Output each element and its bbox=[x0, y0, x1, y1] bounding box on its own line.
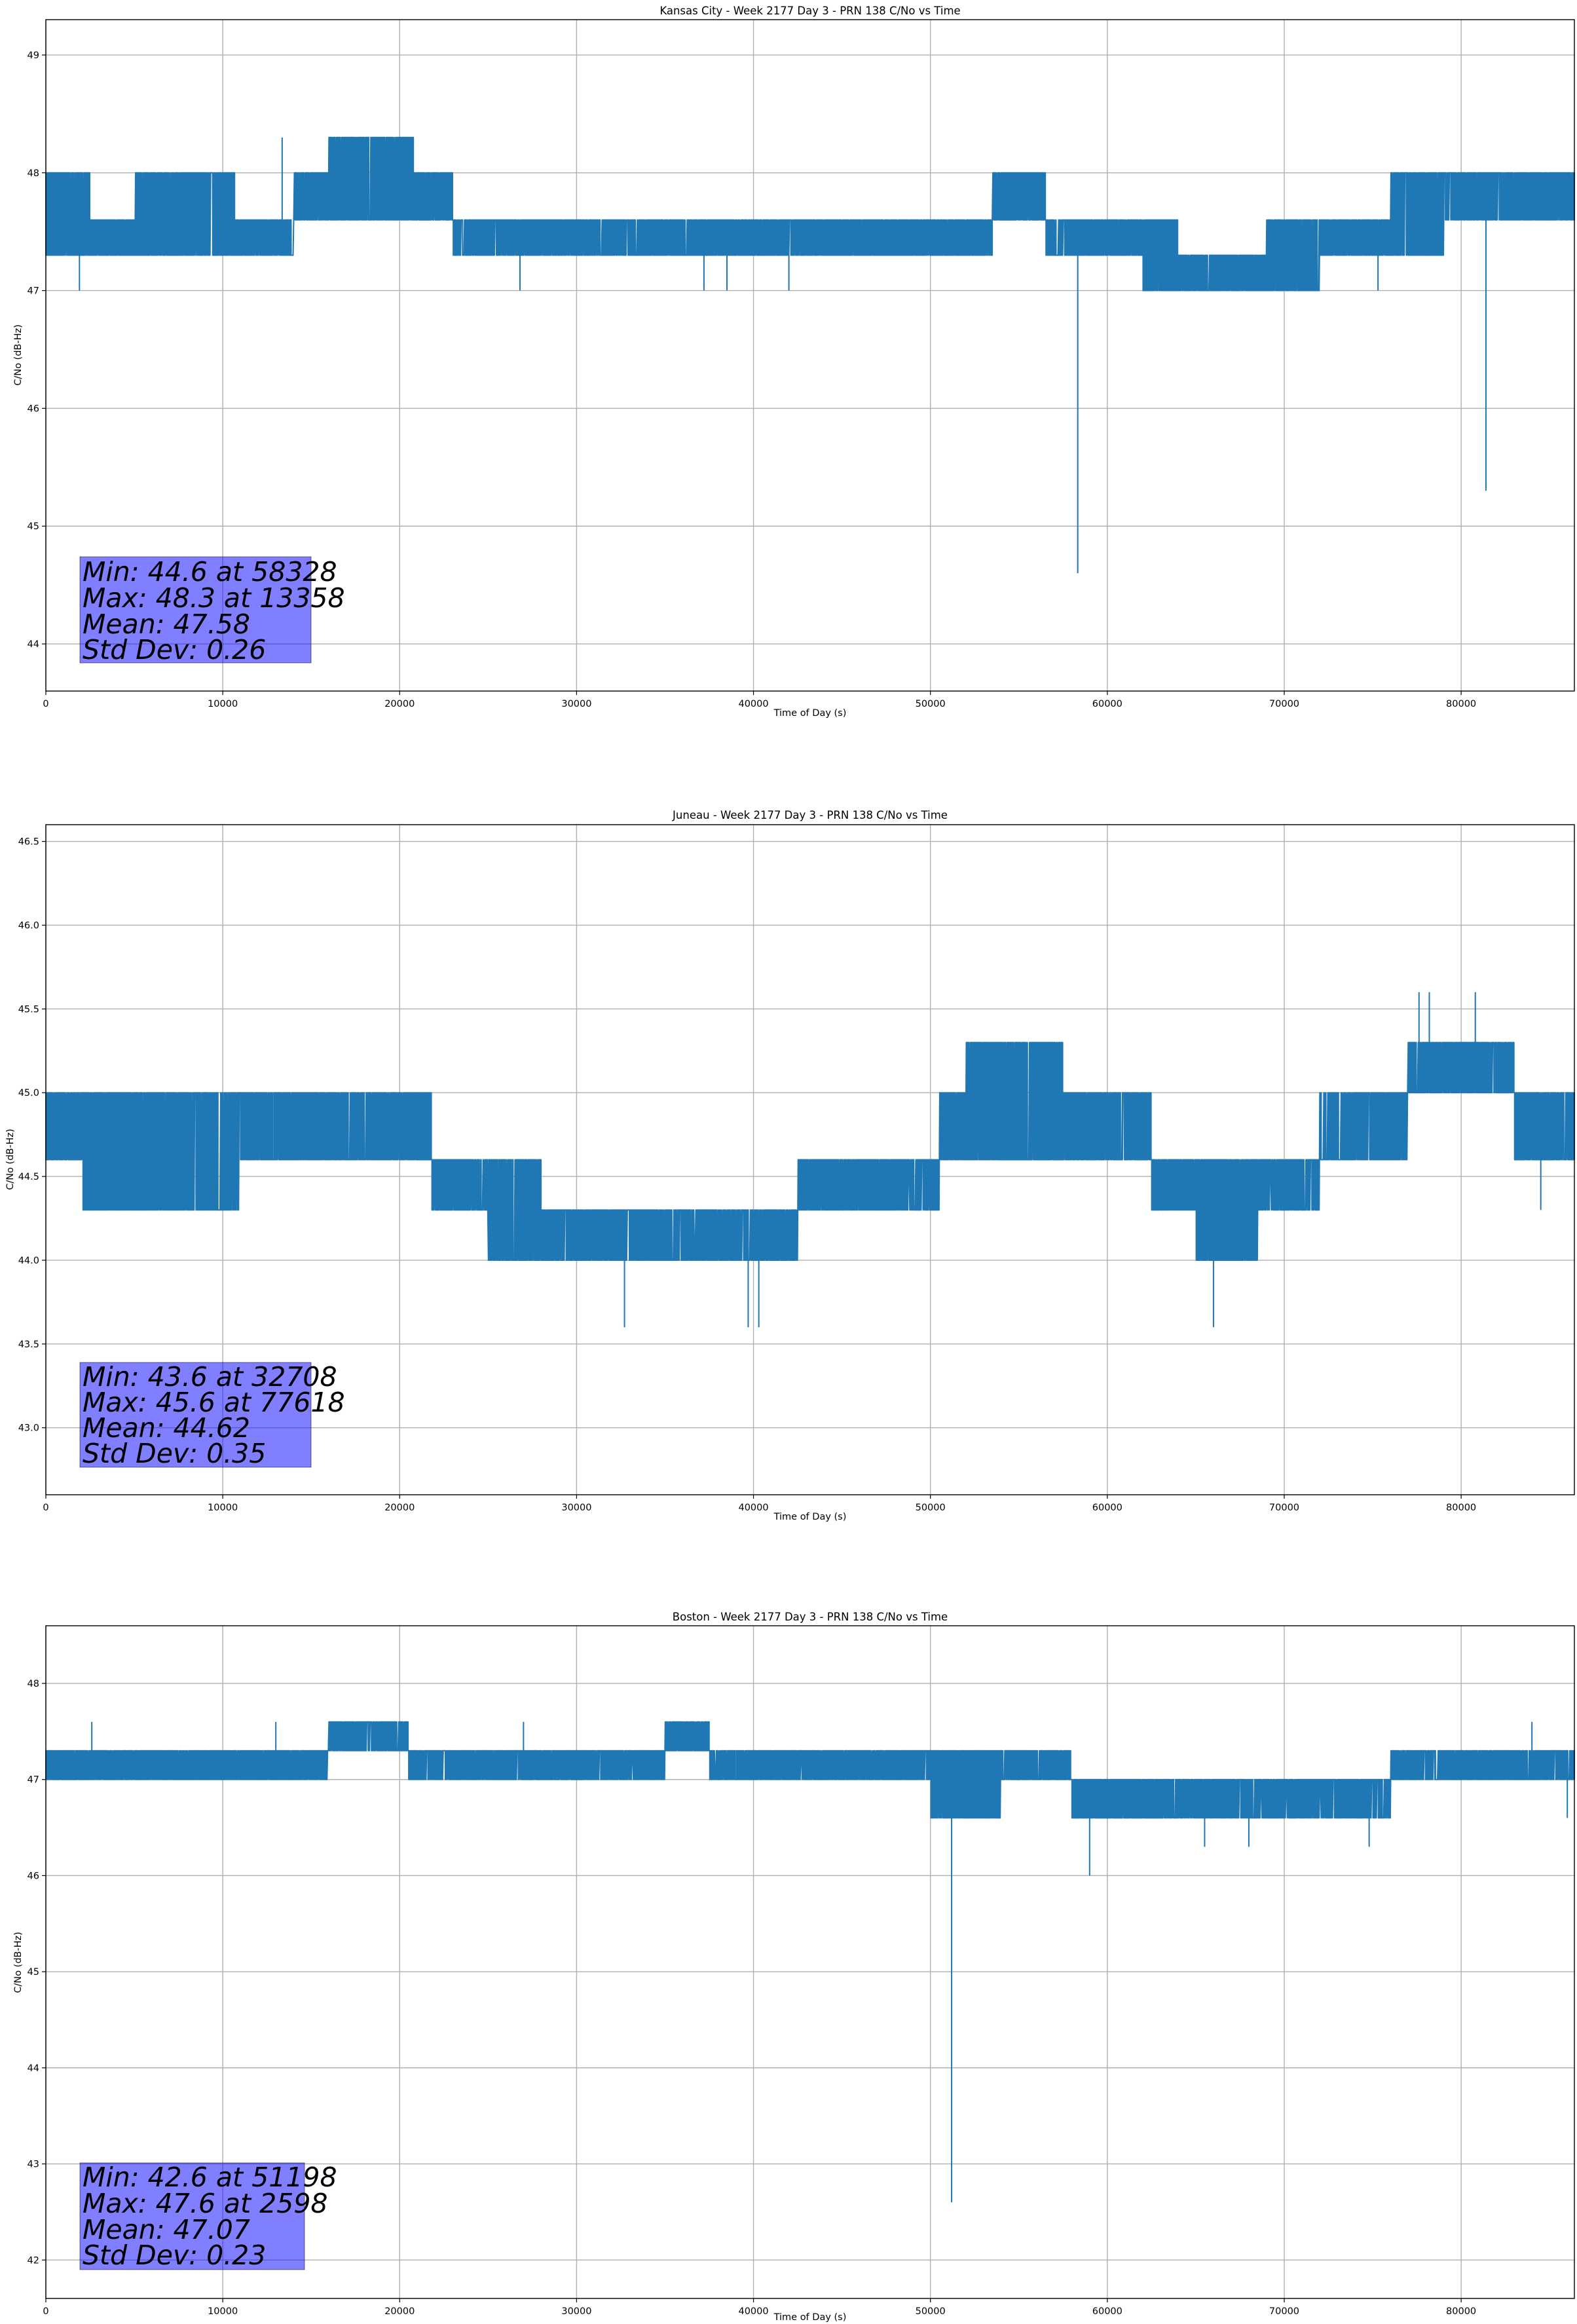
x-tick-label: 20000 bbox=[384, 699, 415, 709]
x-tick-label: 30000 bbox=[561, 1503, 591, 1513]
axes-frame bbox=[45, 19, 1575, 692]
y-tick-label: 46.0 bbox=[18, 920, 39, 931]
x-tick-label: 10000 bbox=[208, 699, 238, 709]
x-tick-label: 80000 bbox=[1446, 1503, 1476, 1513]
data-series bbox=[45, 992, 1575, 1328]
chart-title: Juneau - Week 2177 Day 3 - PRN 138 C/No … bbox=[672, 809, 948, 821]
x-tick-label: 10000 bbox=[208, 1503, 238, 1513]
y-tick-label: 47 bbox=[28, 1775, 39, 1786]
chart-kansas-city: Kansas City - Week 2177 Day 3 - PRN 138 … bbox=[13, 5, 1575, 719]
stats-max: Max: 45.6 at 77618 bbox=[83, 1387, 345, 1418]
stats-min: Min: 44.6 at 58328 bbox=[83, 556, 337, 588]
x-axis-label: Time of Day (s) bbox=[773, 2312, 847, 2323]
ticks: 0 10000 20000 30000 40000 50000 60000 70000 8000… bbox=[28, 50, 1477, 709]
y-tick-label: 44.0 bbox=[18, 1256, 39, 1266]
stats-max: Max: 48.3 at 13358 bbox=[83, 582, 345, 614]
y-tick-label: 48 bbox=[28, 1679, 39, 1689]
chart-title: Boston - Week 2177 Day 3 - PRN 138 C/No … bbox=[673, 1611, 948, 1623]
x-tick-label: 50000 bbox=[916, 699, 946, 709]
x-axis-label: Time of Day (s) bbox=[773, 1512, 847, 1522]
x-tick-label: 40000 bbox=[738, 2306, 768, 2317]
x-tick-label: 50000 bbox=[916, 2306, 946, 2317]
stats-box: Min: 43.6 at 32708 Max: 45.6 at 77618 Me… bbox=[79, 1361, 345, 1469]
stats-mean: Mean: 47.07 bbox=[83, 2214, 250, 2245]
stats-std-dev: Std Dev: 0.26 bbox=[83, 634, 266, 665]
y-axis-label: C/No (dB-Hz) bbox=[5, 1129, 16, 1190]
x-tick-label: 80000 bbox=[1446, 2306, 1476, 2317]
x-tick-label: 0 bbox=[43, 2306, 48, 2317]
x-tick-label: 80000 bbox=[1446, 699, 1476, 709]
stats-mean: Mean: 47.58 bbox=[83, 609, 250, 640]
x-tick-label: 40000 bbox=[738, 1503, 768, 1513]
x-tick-label: 50000 bbox=[916, 1503, 946, 1513]
chart-juneau: Juneau - Week 2177 Day 3 - PRN 138 C/No … bbox=[5, 809, 1575, 1522]
x-tick-label: 10000 bbox=[208, 2306, 238, 2317]
stats-box-background bbox=[79, 1362, 312, 1468]
y-tick-label: 49 bbox=[28, 50, 39, 61]
y-tick-label: 47 bbox=[28, 286, 39, 297]
stats-box: Min: 42.6 at 51198 Max: 47.6 at 2598 Mea… bbox=[79, 2162, 337, 2271]
data-series bbox=[45, 1721, 1575, 2203]
y-axis-label: C/No (dB-Hz) bbox=[13, 1932, 24, 1993]
x-tick-label: 0 bbox=[43, 1503, 48, 1513]
ticks: 0 10000 20000 30000 40000 50000 60000 70000 8000… bbox=[28, 1679, 1477, 2317]
x-tick-label: 60000 bbox=[1092, 699, 1122, 709]
stats-min: Min: 42.6 at 51198 bbox=[83, 2162, 337, 2193]
x-tick-label: 0 bbox=[43, 699, 48, 709]
y-tick-label: 43 bbox=[28, 2160, 39, 2170]
y-tick-label: 44.5 bbox=[18, 1172, 39, 1182]
y-tick-label: 48 bbox=[28, 168, 39, 179]
stats-mean: Mean: 44.62 bbox=[83, 1412, 250, 1444]
x-tick-label: 20000 bbox=[384, 1503, 415, 1513]
x-axis-label: Time of Day (s) bbox=[773, 708, 847, 719]
series-line bbox=[45, 1041, 1575, 1261]
stats-std-dev: Std Dev: 0.23 bbox=[83, 2240, 266, 2271]
x-tick-label: 70000 bbox=[1269, 2306, 1299, 2317]
y-tick-label: 44 bbox=[28, 639, 39, 650]
x-tick-label: 70000 bbox=[1269, 1503, 1299, 1513]
axes-frame bbox=[45, 824, 1575, 1495]
ticks: 0 10000 20000 30000 40000 50000 60000 70000 8000… bbox=[18, 837, 1476, 1513]
x-tick-label: 30000 bbox=[561, 699, 591, 709]
y-tick-label: 46 bbox=[28, 403, 39, 414]
y-tick-label: 46.5 bbox=[18, 837, 39, 848]
data-series bbox=[45, 136, 1575, 574]
chart-title: Kansas City - Week 2177 Day 3 - PRN 138 … bbox=[659, 5, 960, 17]
y-tick-label: 44 bbox=[28, 2063, 39, 2074]
x-tick-label: 60000 bbox=[1092, 1503, 1122, 1513]
y-tick-label: 43.0 bbox=[18, 1423, 39, 1434]
y-tick-label: 45 bbox=[28, 1967, 39, 1977]
series-line bbox=[45, 1721, 1575, 1819]
stats-max: Max: 47.6 at 2598 bbox=[83, 2188, 328, 2219]
y-axis-label: C/No (dB-Hz) bbox=[13, 324, 24, 386]
y-tick-label: 46 bbox=[28, 1871, 39, 1881]
y-tick-label: 45.5 bbox=[18, 1004, 39, 1015]
stats-box-background bbox=[79, 2162, 305, 2270]
y-tick-label: 43.5 bbox=[18, 1340, 39, 1350]
y-tick-label: 45 bbox=[28, 521, 39, 532]
x-tick-label: 60000 bbox=[1092, 2306, 1122, 2317]
y-tick-label: 45.0 bbox=[18, 1088, 39, 1098]
x-tick-label: 30000 bbox=[561, 2306, 591, 2317]
x-tick-label: 40000 bbox=[738, 699, 768, 709]
grid bbox=[45, 20, 1574, 691]
x-tick-label: 20000 bbox=[384, 2306, 415, 2317]
axes-frame bbox=[45, 1625, 1575, 2299]
y-tick-label: 42 bbox=[28, 2255, 39, 2266]
stats-min: Min: 43.6 at 32708 bbox=[83, 1361, 337, 1393]
x-tick-label: 70000 bbox=[1269, 699, 1299, 709]
stats-box: Min: 44.6 at 58328 Max: 48.3 at 13358 Me… bbox=[79, 556, 345, 665]
stats-box-background bbox=[79, 556, 312, 664]
series-line bbox=[45, 136, 1575, 291]
stats-std-dev: Std Dev: 0.35 bbox=[83, 1438, 266, 1469]
